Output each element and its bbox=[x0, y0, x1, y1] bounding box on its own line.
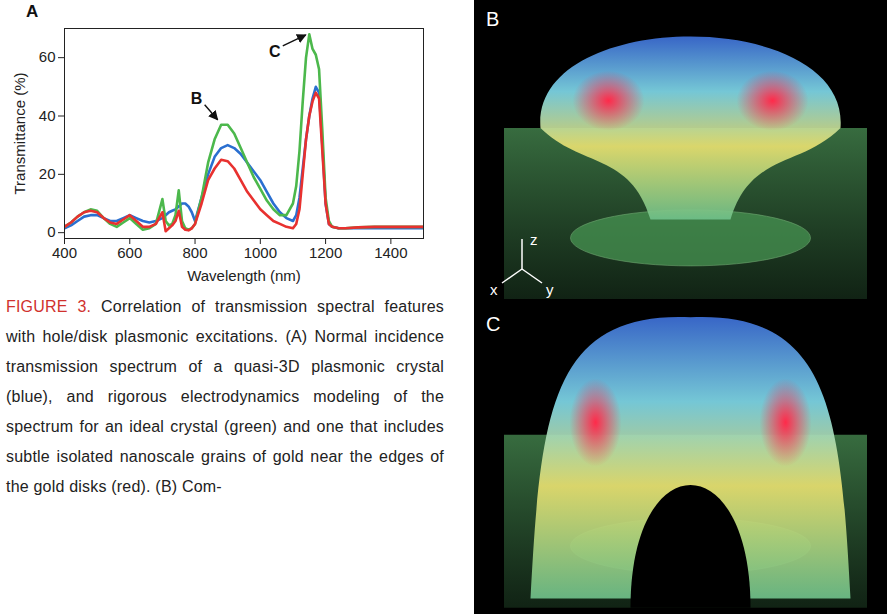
svg-text:Transmittance (%): Transmittance (%) bbox=[11, 73, 28, 195]
svg-text:600: 600 bbox=[117, 244, 142, 261]
svg-text:20: 20 bbox=[39, 165, 56, 182]
svg-text:C: C bbox=[269, 43, 281, 60]
svg-text:B: B bbox=[486, 8, 499, 30]
svg-text:x: x bbox=[490, 281, 498, 298]
svg-text:z: z bbox=[530, 231, 538, 248]
svg-text:B: B bbox=[191, 90, 203, 107]
svg-text:400: 400 bbox=[52, 244, 77, 261]
html-text:FIGURE 3. Correlation of trans: FIGURE 3. Correlation of transmission sp… bbox=[6, 298, 444, 495]
svg-text:1200: 1200 bbox=[309, 244, 342, 261]
svg-text:60: 60 bbox=[39, 48, 56, 65]
svg-text:40: 40 bbox=[39, 107, 56, 124]
svg-text:Wavelength (nm): Wavelength (nm) bbox=[187, 267, 301, 284]
svg-text:0: 0 bbox=[47, 223, 55, 240]
svg-text:800: 800 bbox=[183, 244, 208, 261]
html-text:A: A bbox=[26, 2, 39, 21]
svg-text:1400: 1400 bbox=[374, 244, 407, 261]
svg-text:1000: 1000 bbox=[244, 244, 277, 261]
svg-text:C: C bbox=[486, 313, 500, 335]
svg-text:y: y bbox=[546, 281, 554, 298]
